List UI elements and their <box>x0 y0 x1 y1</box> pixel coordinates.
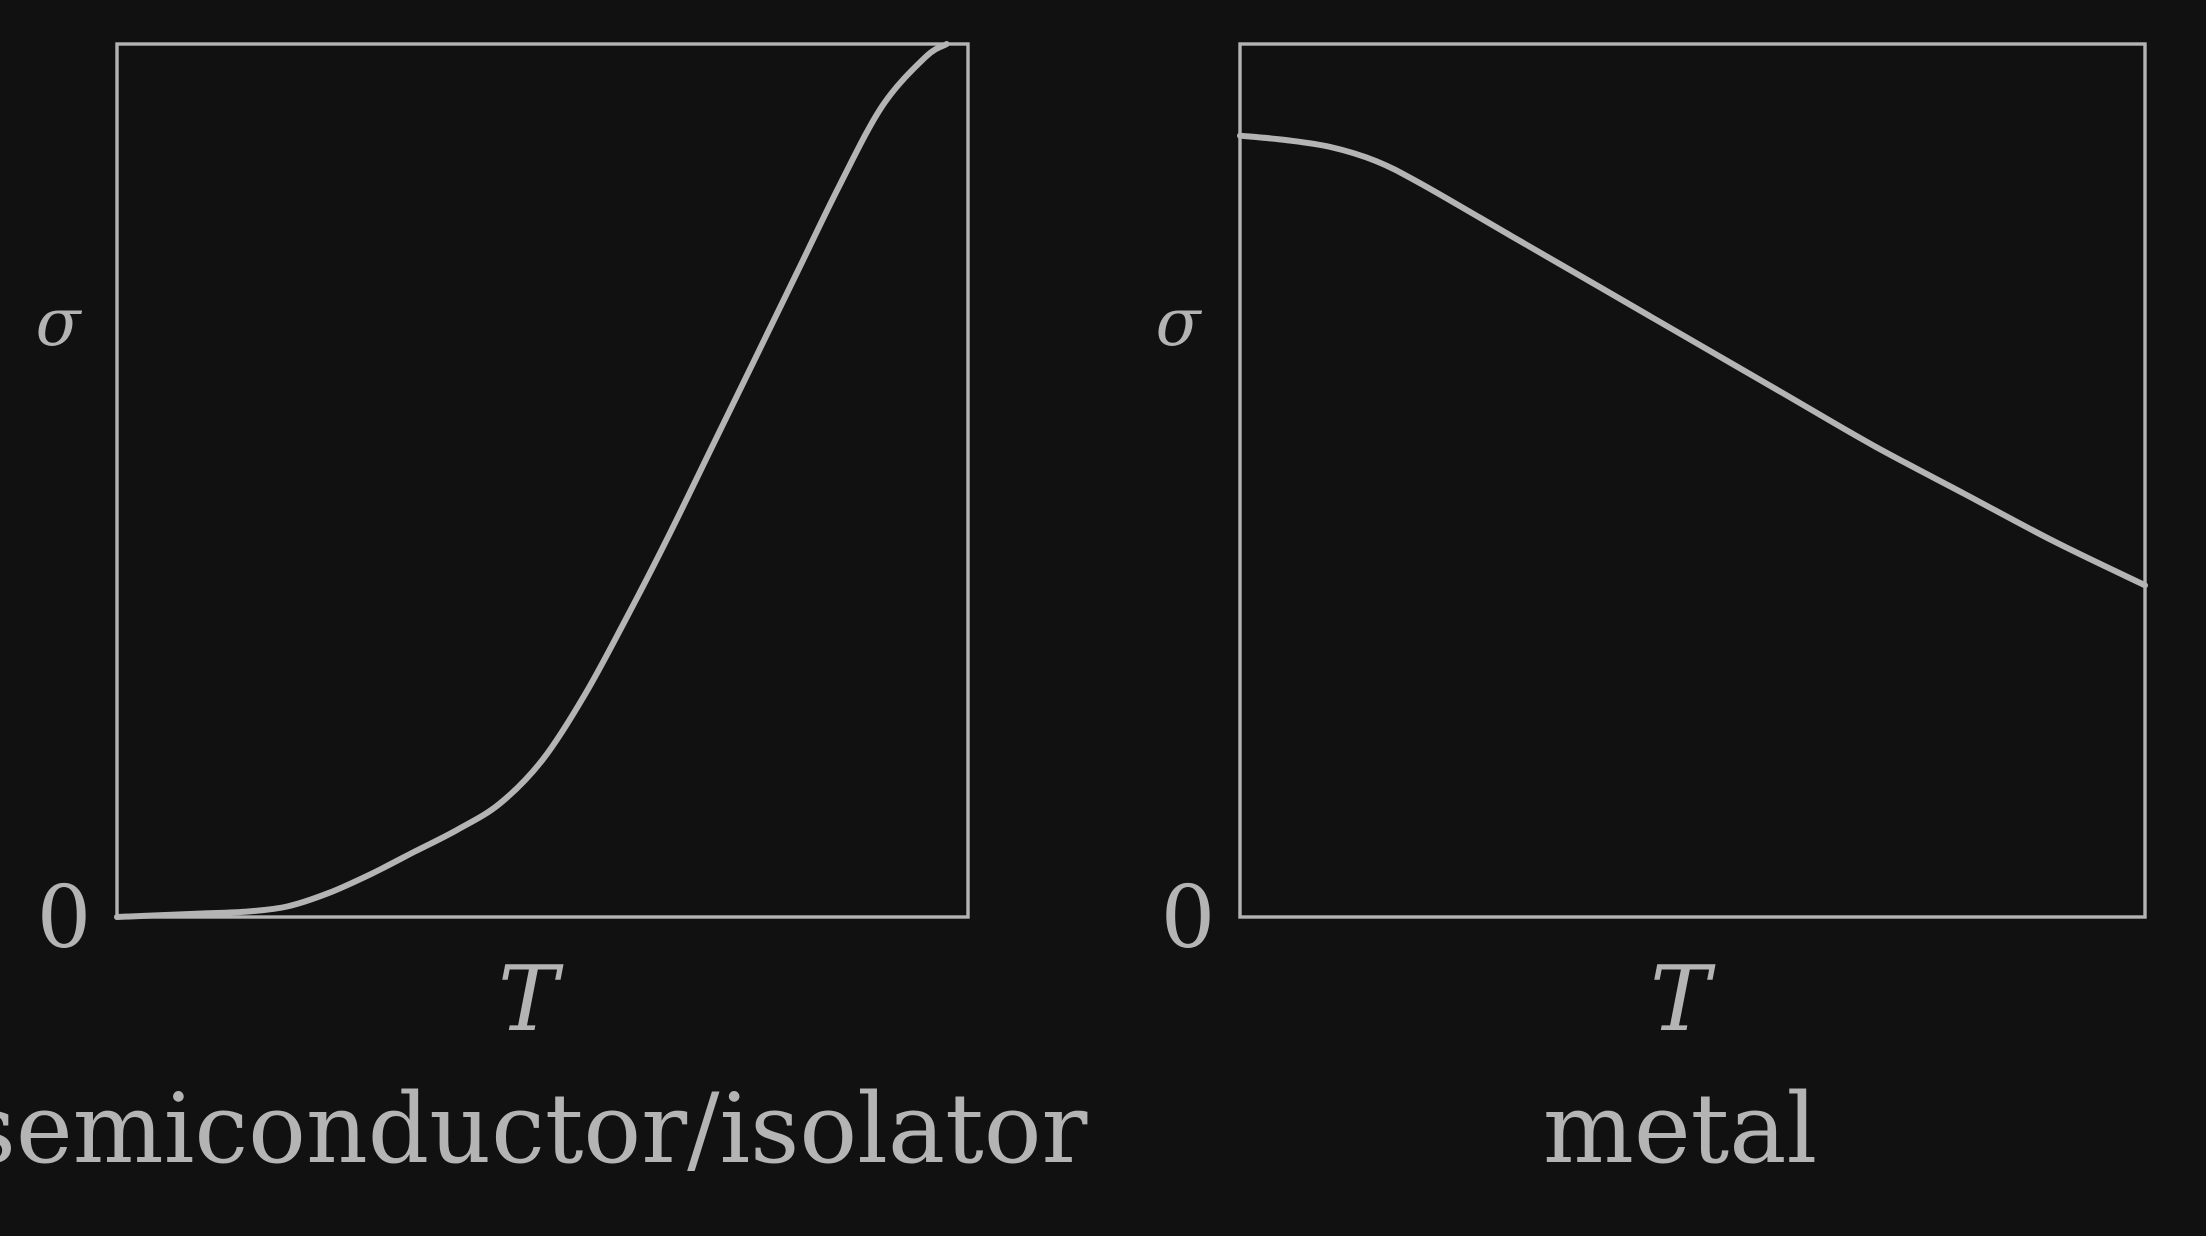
y-tick-label-zero: 0 <box>1161 868 1216 968</box>
chart-panel-semiconductor: σ 0 T semiconductor/isolator <box>0 41 1088 1185</box>
chart-caption: semiconductor/isolator <box>0 1073 1088 1185</box>
plot-frame <box>1238 42 2147 919</box>
x-axis-label: T <box>1650 947 1716 1052</box>
plot-frame <box>115 42 970 919</box>
conductivity-curve <box>114 41 950 920</box>
x-axis-label: T <box>498 947 564 1052</box>
y-axis-label: σ <box>35 284 82 361</box>
conductivity-curve <box>1237 132 2148 589</box>
chart-caption: metal <box>1543 1073 1817 1185</box>
chart-panel-metal: σ 0 T metal <box>1155 42 2148 1185</box>
y-axis-label: σ <box>1155 284 1202 361</box>
y-tick-label-zero: 0 <box>37 868 92 968</box>
